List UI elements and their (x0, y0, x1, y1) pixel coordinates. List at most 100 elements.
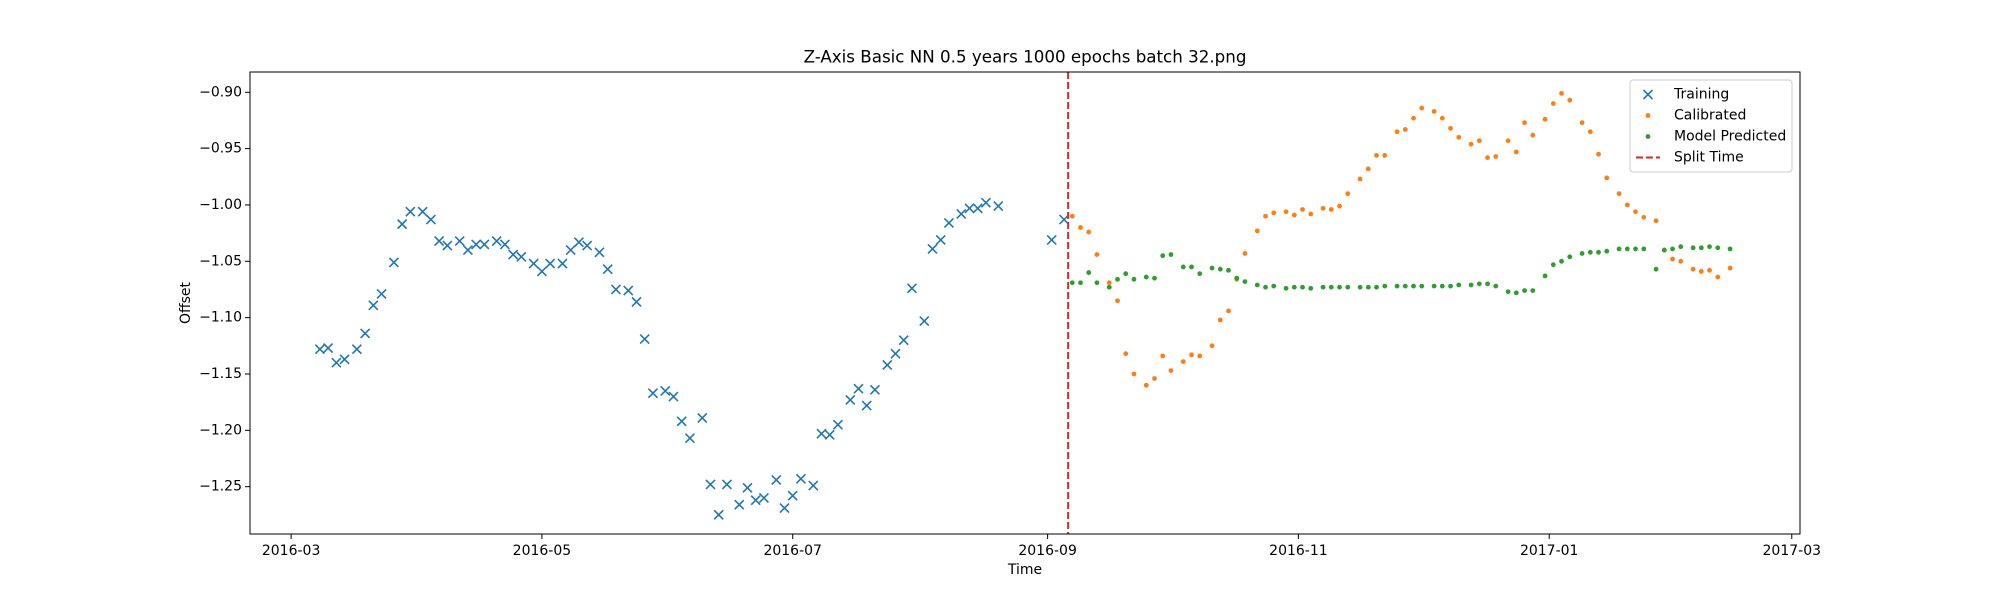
legend-marker (1645, 134, 1651, 139)
point (1078, 225, 1083, 230)
y-tick-label: −1.20 (199, 422, 242, 438)
point (684, 433, 695, 444)
point (1217, 266, 1223, 272)
point (1542, 116, 1548, 122)
x-tick-label: 2016-05 (513, 543, 572, 559)
point (1197, 271, 1203, 277)
point (1715, 245, 1721, 251)
point (1542, 273, 1548, 279)
point (1456, 134, 1462, 140)
point (1727, 246, 1733, 252)
point (1168, 368, 1174, 374)
point (1263, 213, 1268, 219)
point (721, 479, 732, 490)
point (1522, 288, 1527, 294)
point (1587, 129, 1593, 135)
point (1078, 280, 1083, 286)
point (417, 206, 428, 217)
point (1579, 120, 1585, 126)
point (1271, 283, 1277, 289)
point (676, 416, 687, 427)
point (1345, 284, 1351, 290)
point (1365, 284, 1371, 290)
point (697, 412, 708, 424)
point (1382, 152, 1388, 158)
point (824, 429, 835, 440)
point (1058, 214, 1070, 225)
point (573, 237, 584, 248)
point (1439, 283, 1445, 289)
x-tick-label: 2016-11 (1269, 543, 1328, 559)
point (331, 357, 342, 368)
point (1670, 256, 1675, 262)
point (1641, 246, 1647, 252)
point (795, 473, 806, 484)
point (528, 258, 539, 269)
y-tick-label: −0.95 (199, 141, 242, 157)
point (1550, 262, 1556, 268)
point (1300, 207, 1305, 212)
point (1624, 202, 1630, 208)
point (861, 400, 872, 411)
point (956, 208, 967, 220)
point (1189, 352, 1194, 358)
legend-box (1629, 79, 1793, 173)
point (1357, 284, 1363, 290)
point (1374, 284, 1379, 290)
legend-marker (1642, 89, 1654, 100)
point (993, 201, 1004, 212)
point (323, 343, 334, 354)
point (1328, 207, 1334, 212)
point (1180, 359, 1186, 364)
point (935, 234, 946, 245)
x-axis-label: Time (1007, 562, 1042, 578)
point (360, 328, 371, 339)
point (631, 296, 642, 307)
legend-marker (1645, 113, 1651, 118)
point (808, 480, 819, 491)
point (660, 385, 671, 396)
point (1431, 283, 1437, 289)
point (1209, 343, 1215, 349)
point (898, 335, 909, 346)
point (1624, 246, 1630, 252)
point (1522, 120, 1527, 126)
point (1115, 298, 1120, 304)
point (972, 203, 983, 214)
point (1641, 214, 1647, 220)
point (1485, 155, 1490, 161)
point (1234, 275, 1240, 281)
point (1550, 101, 1556, 106)
point (1604, 248, 1610, 254)
point (1505, 289, 1511, 295)
point (1328, 284, 1334, 290)
point (1152, 275, 1157, 281)
point (1320, 284, 1326, 290)
point (602, 264, 613, 275)
y-axis-label: Offset (178, 281, 194, 324)
y-tick-label: −1.25 (199, 479, 242, 495)
point (368, 300, 379, 311)
point (1226, 308, 1231, 314)
point (1254, 228, 1260, 234)
point (376, 288, 387, 300)
point (1596, 151, 1601, 157)
point (1661, 247, 1667, 253)
point (742, 482, 753, 493)
point (1189, 264, 1194, 270)
point (1217, 317, 1223, 323)
point (1168, 252, 1174, 257)
point (388, 257, 399, 268)
point (1633, 246, 1638, 252)
y-tick-label: −1.10 (199, 310, 242, 326)
point (1587, 249, 1593, 255)
point (927, 243, 938, 254)
point (639, 333, 650, 345)
point (1291, 284, 1297, 290)
point (434, 235, 445, 247)
point (1419, 283, 1425, 289)
point (1678, 258, 1684, 264)
point (1394, 129, 1400, 135)
point (1456, 282, 1462, 288)
point (668, 391, 679, 402)
